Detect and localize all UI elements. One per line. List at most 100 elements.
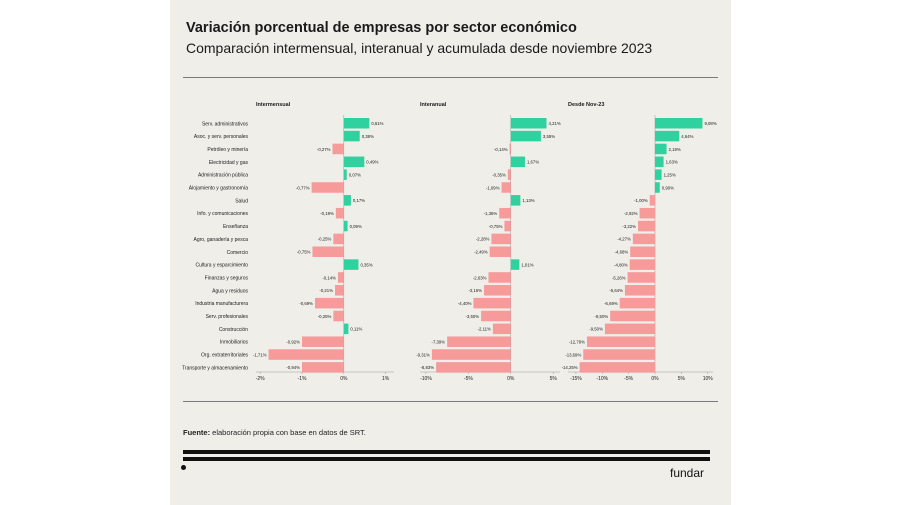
data-label: -0,14% bbox=[494, 147, 508, 152]
charts-area: Serv. administrativos Asoc. y serv. perso… bbox=[170, 80, 731, 400]
data-label: -3,50% bbox=[465, 314, 479, 319]
bar bbox=[312, 246, 344, 257]
bar bbox=[483, 285, 511, 296]
data-label: -9,31% bbox=[416, 352, 430, 357]
category-label: Inmobiliarios bbox=[220, 340, 249, 346]
data-label: -9,50% bbox=[589, 327, 603, 332]
bar bbox=[302, 336, 344, 347]
bar bbox=[586, 336, 655, 347]
data-label: -0,92% bbox=[286, 340, 300, 345]
bar bbox=[343, 169, 347, 180]
bar bbox=[332, 143, 344, 155]
data-label: 1,25% bbox=[664, 172, 676, 177]
bar bbox=[655, 143, 667, 155]
data-label: -2,11% bbox=[478, 327, 491, 332]
bar bbox=[491, 233, 511, 245]
data-label: -7,39% bbox=[432, 340, 446, 345]
x-tick-label: 0% bbox=[651, 376, 659, 382]
bar bbox=[343, 323, 349, 335]
data-label: -6,69% bbox=[604, 301, 618, 306]
bar bbox=[268, 349, 344, 360]
category-label: Serv. administrativos bbox=[202, 121, 249, 127]
bar bbox=[436, 362, 511, 373]
panel-title: Intermensual bbox=[256, 102, 291, 108]
data-label: 0,11% bbox=[350, 327, 362, 332]
category-label: Alojamiento y gastronomía bbox=[189, 186, 248, 192]
bar bbox=[510, 259, 520, 270]
bar bbox=[583, 349, 655, 360]
category-label: Serv. profesionales bbox=[206, 314, 249, 320]
x-tick-label: 5% bbox=[678, 376, 686, 382]
bar bbox=[337, 272, 344, 283]
bar bbox=[343, 220, 348, 232]
x-tick-label: -10% bbox=[596, 376, 608, 382]
bar bbox=[501, 182, 511, 193]
x-tick-label: 0% bbox=[507, 376, 515, 382]
data-label: -1,71% bbox=[253, 352, 267, 357]
data-label: -0,69% bbox=[299, 301, 313, 306]
category-label: Agro, ganadería y pesca bbox=[194, 237, 249, 243]
data-label: 1,63% bbox=[666, 160, 678, 165]
x-tick-label: 10% bbox=[703, 376, 714, 382]
data-label: 0,17% bbox=[353, 198, 365, 203]
data-label: -1,00% bbox=[634, 198, 648, 203]
category-label: Salud bbox=[235, 198, 248, 204]
bar bbox=[509, 143, 511, 155]
bar bbox=[311, 182, 344, 193]
data-label: -2,28% bbox=[476, 237, 490, 242]
bar bbox=[655, 169, 662, 180]
bar bbox=[343, 259, 359, 270]
data-label: -0,75% bbox=[297, 250, 311, 255]
bar bbox=[655, 130, 680, 142]
bar bbox=[507, 169, 511, 180]
data-label: -2,63% bbox=[473, 275, 487, 280]
x-tick-label: -5% bbox=[464, 376, 473, 382]
data-label: -0,25% bbox=[318, 314, 332, 319]
data-label: 0,90% bbox=[662, 185, 674, 190]
x-tick-label: -10% bbox=[420, 376, 432, 382]
data-label: -2,49% bbox=[474, 250, 488, 255]
bar bbox=[447, 336, 511, 347]
source-text: elaboración propia con base en datos de … bbox=[210, 428, 366, 437]
footer-bar-1 bbox=[183, 450, 710, 454]
bar bbox=[343, 130, 360, 142]
source-note: Fuente: elaboración propia con base en d… bbox=[183, 428, 366, 437]
bar bbox=[639, 207, 655, 219]
bar bbox=[343, 118, 370, 129]
data-label: 1,67% bbox=[527, 160, 539, 165]
brand-logo: fundar bbox=[670, 466, 705, 480]
category-label: Administración pública bbox=[198, 173, 248, 179]
bottom-divider bbox=[183, 401, 718, 402]
data-label: -0,14% bbox=[322, 275, 336, 280]
category-label: Asoc. y serv. personales bbox=[194, 134, 249, 140]
bar bbox=[481, 310, 511, 322]
data-label: -12,79% bbox=[569, 340, 585, 345]
panel-title: Interanual bbox=[420, 102, 447, 108]
top-divider bbox=[183, 77, 718, 78]
bar bbox=[604, 323, 655, 335]
bar bbox=[335, 285, 344, 296]
chart-title: Variación porcentual de empresas por sec… bbox=[186, 20, 577, 36]
panel-title: Desde Nov-23 bbox=[568, 102, 604, 108]
bar bbox=[655, 118, 703, 129]
bar bbox=[333, 233, 344, 245]
chart-card: Variación porcentual de empresas por sec… bbox=[170, 0, 731, 505]
bar bbox=[610, 310, 655, 322]
data-label: -8,50% bbox=[595, 314, 609, 319]
data-label: 0,07% bbox=[349, 172, 361, 177]
footer-dot bbox=[181, 465, 186, 470]
chart-subtitle: Comparación intermensual, interanual y a… bbox=[186, 40, 653, 56]
bar bbox=[510, 130, 541, 142]
data-label: -1,09% bbox=[486, 185, 500, 190]
data-label: 0,61% bbox=[371, 121, 383, 126]
data-label: 4,21% bbox=[549, 121, 561, 126]
bar bbox=[335, 207, 344, 219]
data-label: 0,09% bbox=[350, 224, 362, 229]
data-label: -5,64% bbox=[609, 288, 623, 293]
data-label: -0,35% bbox=[492, 172, 506, 177]
data-label: -5,26% bbox=[612, 275, 626, 280]
data-label: -13,69% bbox=[565, 352, 581, 357]
bar bbox=[579, 362, 655, 373]
bar bbox=[314, 297, 344, 309]
category-label: Electricidad y gas bbox=[209, 160, 249, 166]
